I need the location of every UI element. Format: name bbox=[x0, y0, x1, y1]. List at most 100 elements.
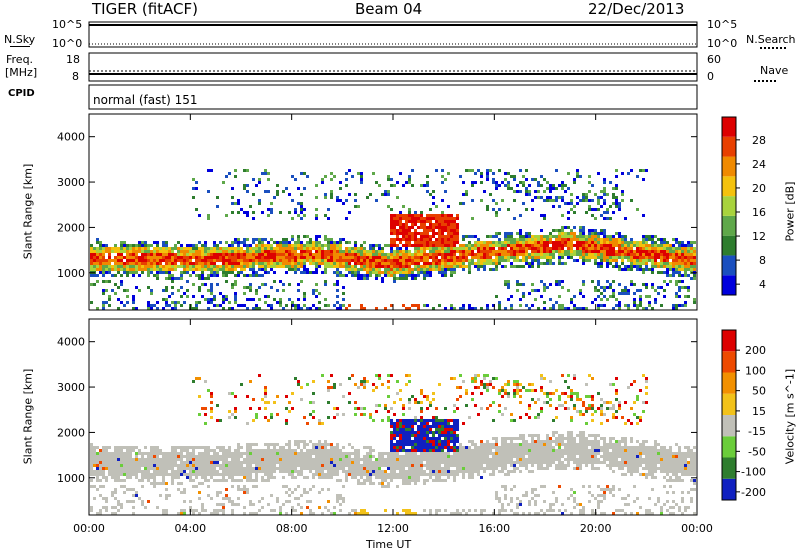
heat-cell bbox=[252, 217, 255, 220]
heat-cell bbox=[132, 268, 135, 271]
heat-cell bbox=[516, 265, 519, 268]
heat-cell bbox=[606, 298, 609, 301]
heat-cell bbox=[90, 455, 93, 458]
heat-cell bbox=[357, 452, 360, 455]
heat-cell bbox=[417, 250, 420, 253]
heat-cell bbox=[438, 440, 441, 443]
heat-cell bbox=[429, 220, 432, 223]
heat-cell bbox=[207, 277, 210, 280]
heat-cell bbox=[408, 419, 411, 422]
heat-cell bbox=[483, 190, 486, 193]
heat-cell bbox=[267, 253, 270, 256]
heat-cell bbox=[582, 256, 585, 259]
heat-cell bbox=[294, 377, 297, 380]
heat-cell bbox=[420, 425, 423, 428]
heat-cell bbox=[222, 307, 225, 310]
heat-cell bbox=[537, 259, 540, 262]
heat-cell bbox=[171, 461, 174, 464]
heat-cell bbox=[465, 190, 468, 193]
heat-cell bbox=[582, 250, 585, 253]
heat-cell bbox=[297, 497, 300, 500]
heat-cell bbox=[441, 470, 444, 473]
heat-cell bbox=[606, 262, 609, 265]
heat-cell bbox=[471, 259, 474, 262]
heat-cell bbox=[390, 217, 393, 220]
heat-cell bbox=[132, 307, 135, 310]
heat-cell bbox=[165, 473, 168, 476]
heat-cell bbox=[426, 455, 429, 458]
heat-cell bbox=[261, 274, 264, 277]
heat-cell bbox=[498, 253, 501, 256]
heat-cell bbox=[693, 274, 696, 277]
heat-cell bbox=[618, 247, 621, 250]
heat-cell bbox=[636, 262, 639, 265]
heat-cell bbox=[90, 467, 93, 470]
heat-cell bbox=[432, 253, 435, 256]
heat-cell bbox=[339, 199, 342, 202]
heat-cell bbox=[450, 446, 453, 449]
heat-cell bbox=[180, 253, 183, 256]
heat-cell bbox=[279, 250, 282, 253]
heat-cell bbox=[300, 280, 303, 283]
heat-cell bbox=[156, 482, 159, 485]
heat-cell bbox=[456, 238, 459, 241]
heat-cell bbox=[495, 295, 498, 298]
heat-cell bbox=[462, 253, 465, 256]
heat-cell bbox=[501, 241, 504, 244]
heat-cell bbox=[336, 253, 339, 256]
heat-cell bbox=[636, 241, 639, 244]
heat-cell bbox=[219, 265, 222, 268]
heat-cell bbox=[342, 256, 345, 259]
heat-cell bbox=[408, 307, 411, 310]
heat-cell bbox=[510, 238, 513, 241]
heat-cell bbox=[306, 175, 309, 178]
heat-cell bbox=[429, 208, 432, 211]
heat-cell bbox=[423, 223, 426, 226]
heat-cell bbox=[594, 244, 597, 247]
heat-cell bbox=[657, 247, 660, 250]
heat-cell bbox=[423, 220, 426, 223]
heat-cell bbox=[399, 211, 402, 214]
heat-cell bbox=[642, 268, 645, 271]
heat-cell bbox=[594, 259, 597, 262]
heat-cell bbox=[180, 244, 183, 247]
heat-cell bbox=[306, 247, 309, 250]
heat-cell bbox=[300, 259, 303, 262]
heat-cell bbox=[240, 268, 243, 271]
heat-cell bbox=[297, 380, 300, 383]
heat-cell bbox=[519, 298, 522, 301]
heat-cell bbox=[426, 422, 429, 425]
heat-cell bbox=[627, 292, 630, 295]
heat-cell bbox=[426, 473, 429, 476]
heat-cell bbox=[651, 265, 654, 268]
heat-cell bbox=[432, 449, 435, 452]
heat-cell bbox=[291, 259, 294, 262]
heat-cell bbox=[228, 464, 231, 467]
heat-cell bbox=[342, 446, 345, 449]
heat-cell bbox=[321, 446, 324, 449]
heat-cell bbox=[537, 190, 540, 193]
heat-cell bbox=[126, 476, 129, 479]
heat-cell bbox=[429, 223, 432, 226]
heat-cell bbox=[315, 455, 318, 458]
heat-cell bbox=[615, 304, 618, 307]
heat-cell bbox=[657, 253, 660, 256]
heat-cell bbox=[129, 265, 132, 268]
heat-cell bbox=[246, 479, 249, 482]
heat-cell bbox=[243, 304, 246, 307]
heat-cell bbox=[279, 280, 282, 283]
heat-cell bbox=[612, 193, 615, 196]
heat-cell bbox=[450, 241, 453, 244]
heat-cell bbox=[198, 446, 201, 449]
heat-cell bbox=[636, 208, 639, 211]
heat-cell bbox=[159, 473, 162, 476]
heat-cell bbox=[447, 431, 450, 434]
heat-cell bbox=[318, 446, 321, 449]
heat-cell bbox=[357, 407, 360, 410]
heat-cell bbox=[345, 265, 348, 268]
heat-cell bbox=[669, 256, 672, 259]
heat-cell bbox=[339, 461, 342, 464]
heat-cell bbox=[150, 452, 153, 455]
heat-cell bbox=[147, 455, 150, 458]
heat-cell bbox=[108, 253, 111, 256]
